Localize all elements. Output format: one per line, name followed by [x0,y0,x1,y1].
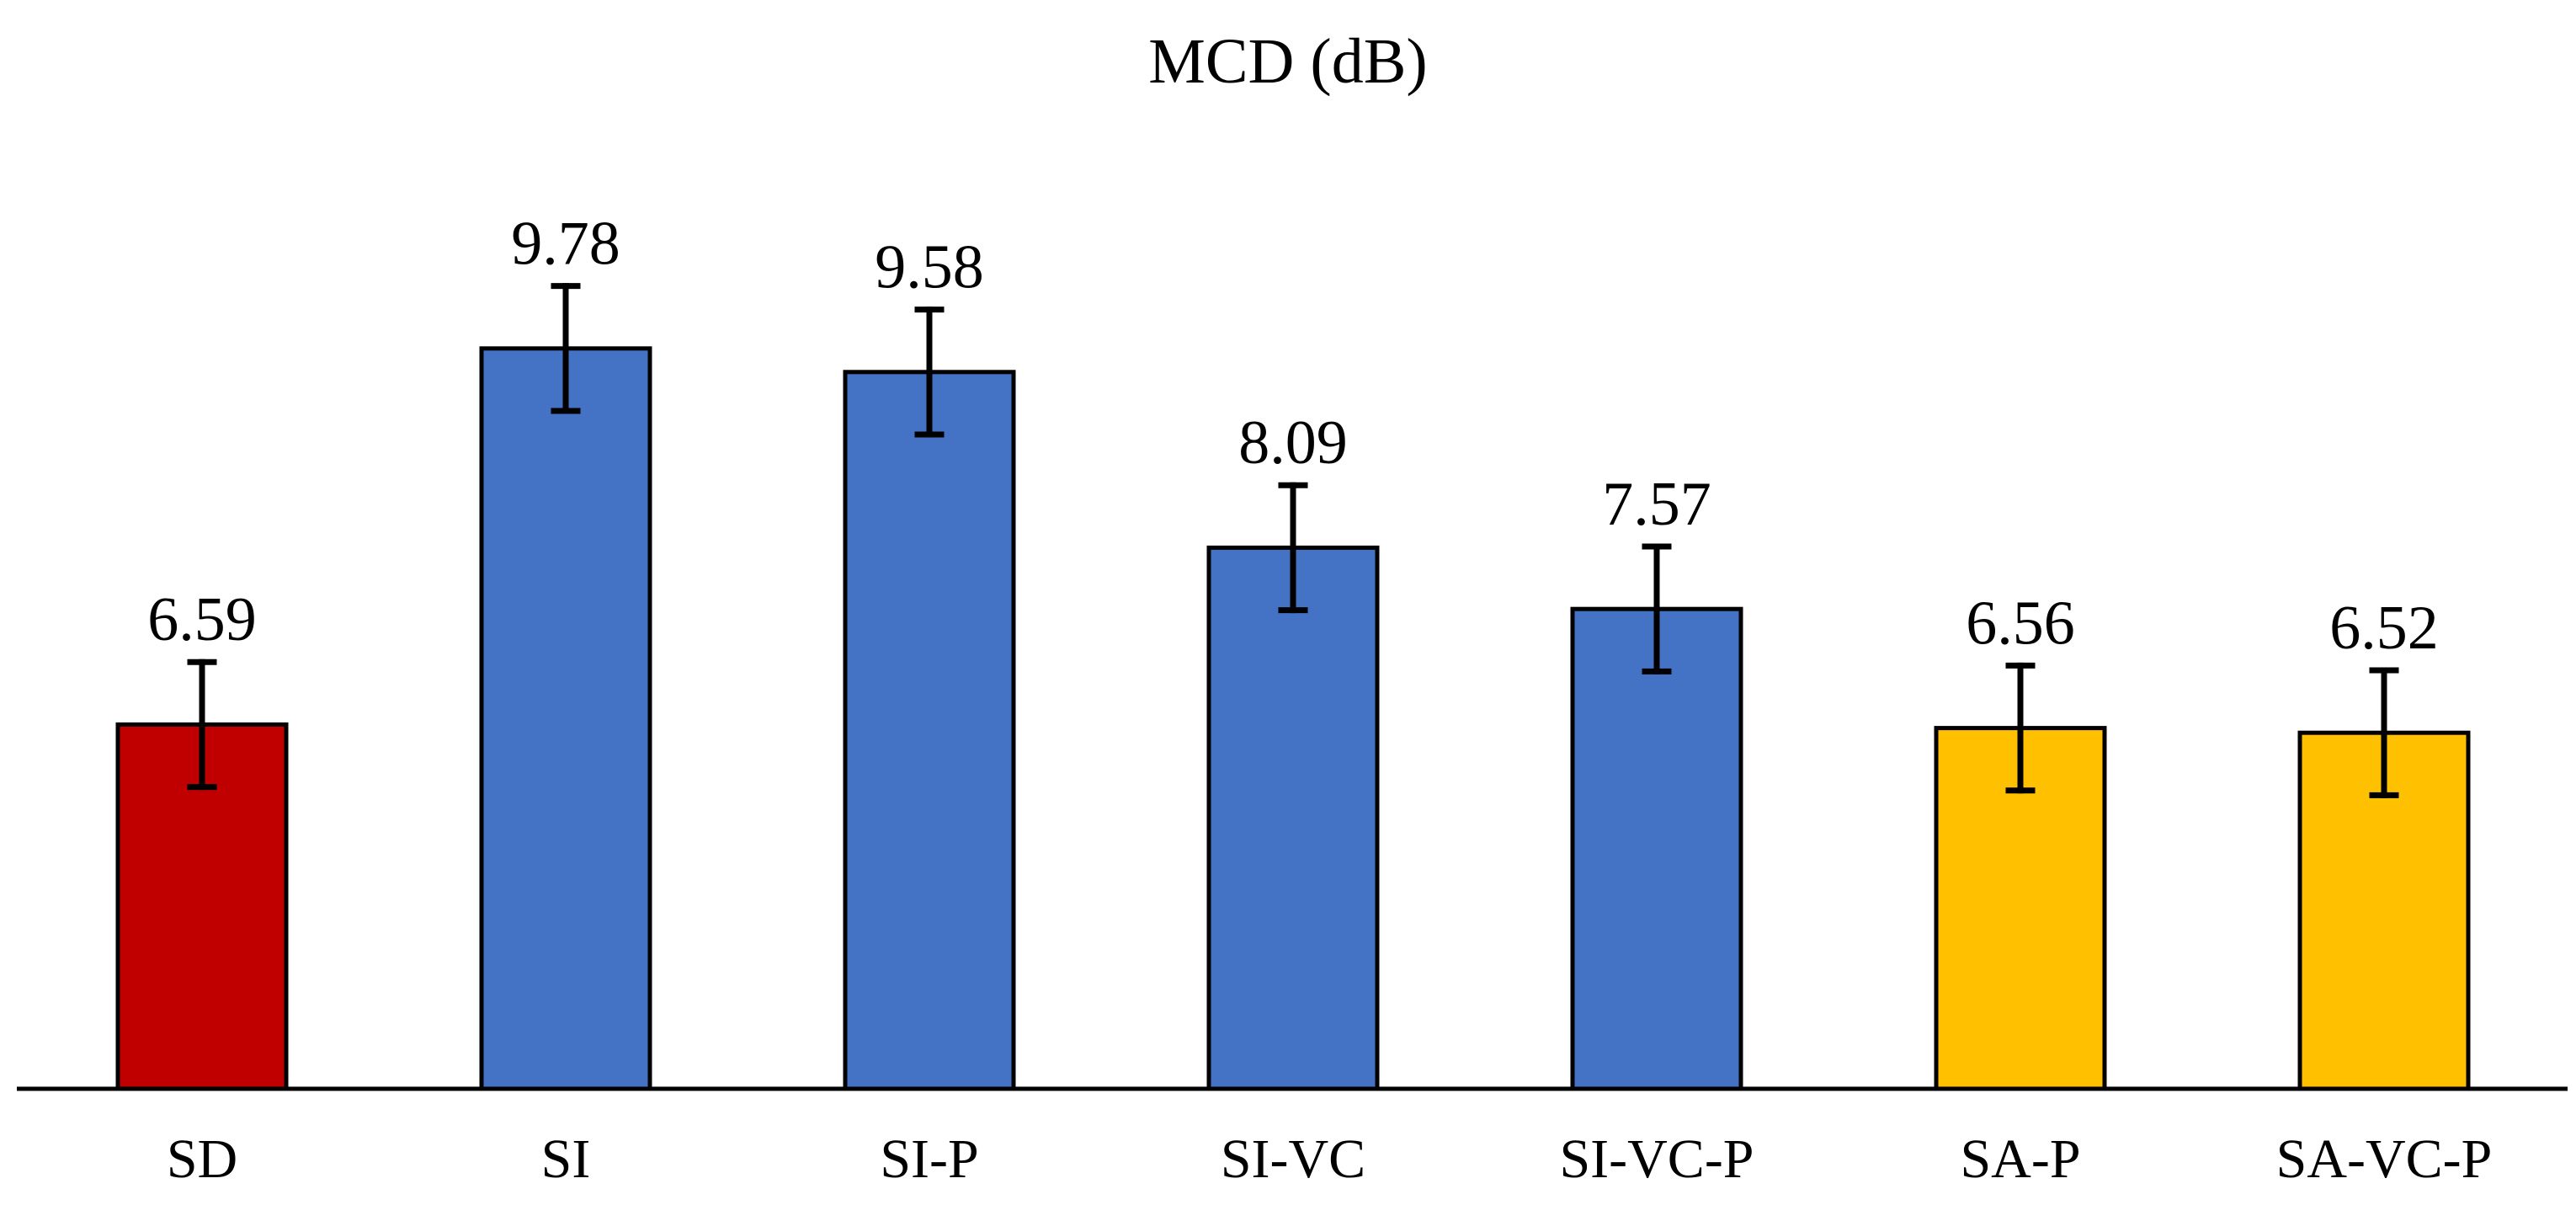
value-label-sa-vc-p: 6.52 [2329,594,2439,663]
category-labels-layer: SD SI SI-P SI-VC SI-VC-P SA-P SA-VC-P [167,1128,2493,1190]
bar-si [479,346,652,1091]
error-bar-sa-p [2005,662,2036,794]
category-label-si: SI [541,1128,591,1190]
error-bar-si [551,283,581,414]
bar-si-vc-p [1570,606,1743,1091]
bar-si-vc [1206,545,1380,1091]
error-bar-si-vc [1278,482,1308,614]
error-bar-si-vc-p [1642,543,1672,674]
category-label-si-vc: SI-VC [1221,1128,1365,1190]
error-bar-si-p [914,307,945,438]
chart-title: MCD (dB) [1148,26,1427,97]
category-label-sa-vc-p: SA-VC-P [2276,1128,2493,1190]
bar-si-p [843,370,1016,1091]
value-label-si-vc: 8.09 [1238,408,1348,477]
category-label-sd: SD [167,1128,237,1190]
value-label-sa-p: 6.56 [1966,589,2075,658]
value-labels-layer: 6.59 9.78 9.58 8.09 7.57 6.56 6.52 [147,210,2439,663]
value-label-si-vc-p: 7.57 [1602,470,1711,539]
value-label-sd: 6.59 [147,585,257,654]
category-label-si-p: SI-P [880,1128,978,1190]
category-label-si-vc-p: SI-VC-P [1559,1128,1754,1190]
error-bars-layer [187,283,2399,798]
value-label-si: 9.78 [511,210,620,279]
error-bar-sd [187,658,217,791]
category-label-sa-p: SA-P [1960,1128,2080,1190]
error-bar-sa-vc-p [2369,667,2399,798]
value-label-si-p: 9.58 [875,233,984,302]
